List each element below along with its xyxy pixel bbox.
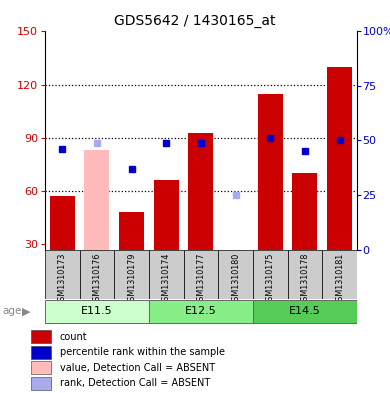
Text: GSM1310175: GSM1310175 (266, 252, 275, 306)
Bar (119, 212, 144, 250)
Text: count: count (60, 332, 88, 342)
Bar (31, 361, 51, 374)
Text: E14.5: E14.5 (289, 307, 321, 316)
Text: GSM1310174: GSM1310174 (162, 252, 171, 306)
Bar (45, 300, 149, 323)
Text: GSM1310179: GSM1310179 (127, 252, 136, 306)
Bar (258, 94, 283, 250)
Bar (322, 250, 357, 299)
Bar (218, 250, 253, 299)
Bar (292, 173, 317, 250)
Bar (287, 250, 322, 299)
Bar (31, 377, 51, 390)
Bar (184, 250, 218, 299)
Bar (253, 250, 287, 299)
Text: ▶: ▶ (22, 307, 31, 316)
Text: GSM1310180: GSM1310180 (231, 252, 240, 306)
Bar (253, 300, 357, 323)
Bar (80, 250, 114, 299)
Text: value, Detection Call = ABSENT: value, Detection Call = ABSENT (60, 363, 215, 373)
Text: GSM1310181: GSM1310181 (335, 252, 344, 306)
Bar (188, 132, 213, 250)
Bar (114, 250, 149, 299)
Text: percentile rank within the sample: percentile rank within the sample (60, 347, 225, 357)
Text: GSM1310173: GSM1310173 (58, 252, 67, 306)
Text: rank, Detection Call = ABSENT: rank, Detection Call = ABSENT (60, 378, 210, 388)
Text: age: age (2, 307, 21, 316)
Bar (327, 67, 352, 250)
Text: E11.5: E11.5 (81, 307, 113, 316)
Bar (31, 346, 51, 359)
Bar (31, 330, 51, 343)
Text: E12.5: E12.5 (185, 307, 217, 316)
Bar (149, 250, 184, 299)
Text: GSM1310178: GSM1310178 (300, 252, 309, 306)
Text: GSM1310177: GSM1310177 (196, 252, 206, 306)
Bar (84, 150, 109, 250)
Text: GSM1310176: GSM1310176 (92, 252, 101, 306)
Bar (149, 300, 253, 323)
Text: GDS5642 / 1430165_at: GDS5642 / 1430165_at (114, 14, 276, 28)
Bar (154, 180, 179, 250)
Bar (45, 250, 80, 299)
Bar (50, 196, 74, 250)
